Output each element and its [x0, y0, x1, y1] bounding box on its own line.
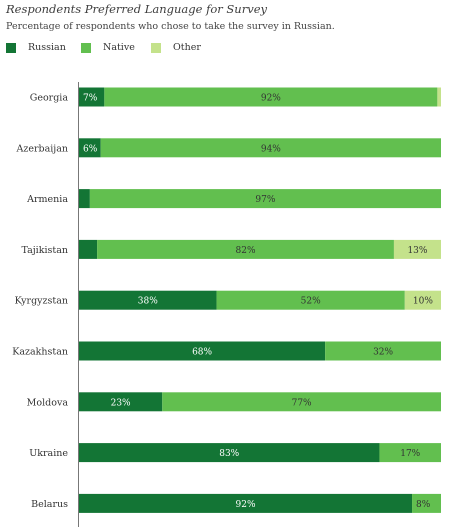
- chart-subtitle: Percentage of respondents who chose to t…: [6, 21, 335, 32]
- bar-native-armenia: [89, 189, 442, 209]
- data-label-native-moldova: 77%: [292, 398, 312, 408]
- bar-native-tajikistan: [97, 239, 394, 259]
- data-label-russian-azerbaijan: 6%: [83, 144, 98, 154]
- data-label-native-belarus: 8%: [416, 500, 431, 510]
- data-label-native-azerbaijan: 94%: [261, 144, 281, 154]
- data-label-russian-belarus: 92%: [236, 500, 256, 510]
- category-label-ukraine: Ukraine: [29, 448, 68, 459]
- bar-native-kazakhstan: [325, 341, 441, 361]
- bar-other-tajikistan: [393, 239, 441, 259]
- category-label-kyrgyzstan: Kyrgyzstan: [15, 296, 68, 307]
- bar-russian-tajikistan: [79, 239, 98, 259]
- data-label-russian-georgia: 7%: [83, 94, 98, 104]
- data-label-other-tajikistan: 13%: [407, 246, 427, 256]
- category-label-kazakhstan: Kazakhstan: [12, 347, 68, 358]
- bar-other-kyrgyzstan: [404, 290, 441, 310]
- legend-label-russian: Russian: [28, 42, 66, 53]
- category-label-azerbaijan: Azerbaijan: [15, 143, 68, 154]
- legend-swatch-russian: [6, 42, 16, 53]
- legend-label-native: Native: [103, 42, 135, 53]
- bar-russian-kyrgyzstan: [79, 290, 217, 310]
- chart-title: Respondents Preferred Language for Surve…: [6, 2, 267, 16]
- data-label-native-kazakhstan: 32%: [373, 348, 393, 358]
- bar-russian-ukraine: [79, 443, 380, 463]
- data-label-russian-ukraine: 83%: [219, 449, 239, 459]
- legend-item-other: Other: [151, 42, 201, 53]
- legend-swatch-native: [81, 42, 91, 53]
- legend-swatch-other: [151, 42, 161, 53]
- bar-russian-moldova: [79, 392, 163, 412]
- data-label-native-kyrgyzstan: 52%: [301, 297, 321, 307]
- data-label-native-armenia: 97%: [255, 195, 275, 205]
- data-label-russian-kazakhstan: 68%: [192, 348, 212, 358]
- bar-other-georgia: [437, 87, 441, 107]
- bar-russian-belarus: [79, 493, 413, 513]
- data-label-other-kyrgyzstan: 10%: [413, 297, 433, 307]
- category-label-georgia: Georgia: [30, 93, 69, 104]
- bar-native-ukraine: [379, 443, 441, 463]
- bar-russian-georgia: [79, 87, 105, 107]
- bar-russian-azerbaijan: [79, 138, 101, 158]
- data-label-native-georgia: 92%: [261, 94, 281, 104]
- category-label-armenia: Armenia: [26, 194, 68, 205]
- category-label-belarus: Belarus: [31, 499, 68, 510]
- bar-native-kyrgyzstan: [216, 290, 405, 310]
- category-label-moldova: Moldova: [27, 397, 69, 408]
- data-label-russian-kyrgyzstan: 38%: [138, 297, 158, 307]
- legend-item-native: Native: [81, 42, 135, 53]
- bar-native-georgia: [104, 87, 438, 107]
- data-label-russian-moldova: 23%: [111, 398, 131, 408]
- data-label-native-ukraine: 17%: [400, 449, 420, 459]
- bar-russian-kazakhstan: [79, 341, 326, 361]
- data-label-native-tajikistan: 82%: [236, 246, 256, 256]
- category-label-tajikistan: Tajikistan: [21, 245, 68, 256]
- bar-native-belarus: [412, 493, 441, 513]
- bar-native-moldova: [162, 392, 441, 412]
- bar-native-azerbaijan: [100, 138, 441, 158]
- bar-russian-armenia: [79, 189, 90, 209]
- legend-label-other: Other: [173, 42, 201, 53]
- legend-item-russian: Russian: [6, 42, 66, 53]
